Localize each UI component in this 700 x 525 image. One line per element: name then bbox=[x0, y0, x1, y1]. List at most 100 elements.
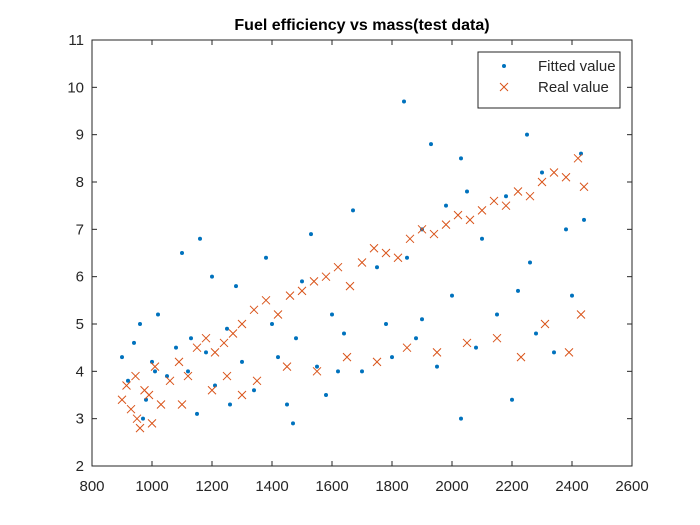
point bbox=[390, 355, 394, 360]
point bbox=[126, 404, 136, 414]
point bbox=[528, 260, 532, 265]
point bbox=[120, 355, 124, 360]
point bbox=[561, 172, 571, 182]
point bbox=[534, 331, 538, 336]
point bbox=[360, 369, 364, 374]
point bbox=[393, 253, 403, 263]
point bbox=[282, 362, 292, 371]
legend-marker bbox=[499, 82, 509, 92]
point bbox=[444, 203, 448, 208]
point bbox=[492, 333, 502, 343]
point bbox=[135, 423, 145, 433]
point bbox=[576, 310, 586, 319]
legend-marker bbox=[502, 64, 506, 68]
y-tick-label: 10 bbox=[67, 79, 84, 96]
point bbox=[195, 411, 199, 416]
point bbox=[525, 191, 535, 201]
point bbox=[174, 345, 178, 350]
point bbox=[150, 362, 160, 371]
point bbox=[222, 371, 232, 381]
point bbox=[459, 416, 463, 421]
point bbox=[564, 227, 568, 232]
x-tick-label: 1800 bbox=[375, 478, 408, 495]
point bbox=[525, 132, 529, 137]
point bbox=[336, 369, 340, 374]
point bbox=[156, 312, 160, 317]
point bbox=[564, 348, 574, 357]
point bbox=[552, 350, 556, 355]
y-tick-label: 8 bbox=[76, 174, 84, 191]
point bbox=[402, 99, 406, 104]
point bbox=[351, 208, 355, 213]
point bbox=[480, 236, 484, 241]
point bbox=[198, 236, 202, 241]
x-tick-label: 800 bbox=[79, 478, 104, 495]
point bbox=[312, 366, 322, 376]
x-tick-label: 2400 bbox=[555, 478, 588, 495]
point bbox=[300, 279, 304, 284]
point bbox=[405, 234, 415, 244]
x-tick-label: 1000 bbox=[135, 478, 168, 495]
point bbox=[131, 371, 140, 381]
point bbox=[219, 338, 229, 348]
legend-label: Real value bbox=[538, 79, 609, 96]
point bbox=[294, 336, 298, 341]
point bbox=[192, 343, 202, 353]
point bbox=[513, 187, 523, 196]
point bbox=[504, 194, 508, 199]
point bbox=[405, 255, 409, 260]
x-tick-label: 1200 bbox=[195, 478, 228, 495]
point bbox=[285, 291, 295, 300]
point bbox=[225, 326, 229, 331]
point bbox=[372, 357, 382, 367]
point bbox=[549, 168, 559, 177]
point bbox=[153, 369, 157, 374]
point bbox=[462, 338, 472, 348]
point bbox=[285, 402, 289, 407]
point bbox=[165, 376, 175, 386]
point bbox=[381, 248, 391, 258]
point bbox=[540, 319, 550, 329]
point bbox=[237, 319, 247, 329]
point bbox=[144, 390, 154, 400]
point bbox=[432, 348, 442, 357]
point bbox=[369, 243, 379, 253]
point bbox=[207, 385, 217, 395]
y-tick-label: 3 bbox=[76, 411, 84, 428]
y-tick-label: 6 bbox=[76, 269, 84, 286]
point bbox=[357, 258, 367, 267]
x-tick-label: 2000 bbox=[435, 478, 468, 495]
point bbox=[345, 281, 355, 291]
point bbox=[309, 232, 313, 237]
point bbox=[228, 402, 232, 407]
point bbox=[189, 336, 193, 341]
point bbox=[342, 352, 352, 362]
point bbox=[414, 336, 418, 341]
point bbox=[132, 414, 142, 424]
point bbox=[495, 312, 499, 317]
point bbox=[210, 348, 220, 357]
point bbox=[315, 364, 319, 369]
x-tick-label: 1600 bbox=[315, 478, 348, 495]
point bbox=[510, 397, 514, 402]
point bbox=[420, 317, 424, 322]
point bbox=[516, 352, 526, 362]
chart-title: Fuel efficiency vs mass(test data) bbox=[234, 17, 489, 34]
point bbox=[264, 255, 268, 260]
point bbox=[465, 189, 469, 194]
point bbox=[330, 312, 334, 317]
point bbox=[132, 340, 136, 345]
y-tick-label: 4 bbox=[76, 363, 84, 380]
point bbox=[501, 201, 511, 211]
point bbox=[450, 293, 454, 298]
point bbox=[126, 378, 130, 383]
y-tick-label: 9 bbox=[76, 127, 84, 144]
point bbox=[291, 421, 295, 426]
point bbox=[375, 265, 379, 270]
point bbox=[204, 350, 208, 355]
point bbox=[333, 262, 343, 272]
point bbox=[429, 142, 433, 147]
point bbox=[252, 376, 262, 386]
point bbox=[228, 329, 238, 338]
